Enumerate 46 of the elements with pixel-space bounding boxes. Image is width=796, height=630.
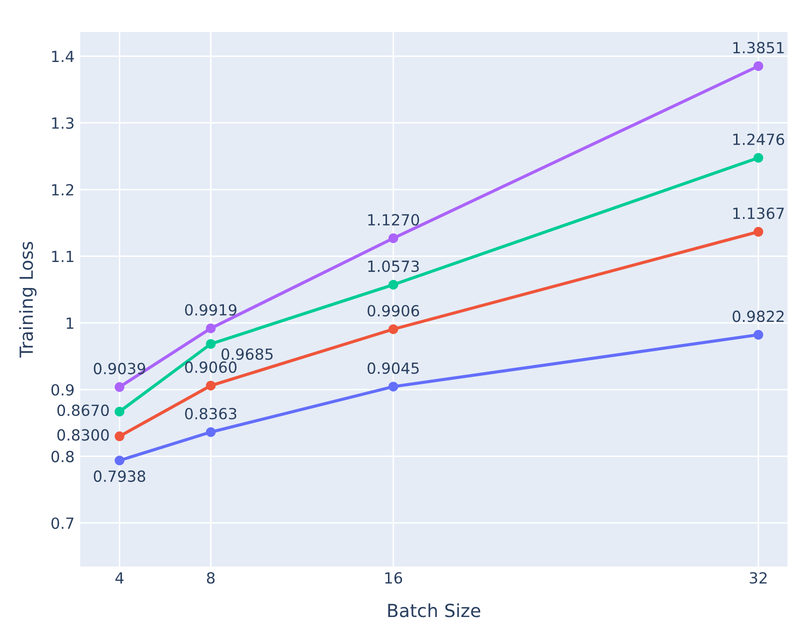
point [388, 280, 398, 290]
data-label: 0.9039 [94, 362, 146, 374]
data-label: 0.8300 [57, 429, 109, 441]
x-tick-label: 4 [115, 572, 124, 584]
point [388, 324, 398, 334]
y-tick-label: 1.3 [52, 117, 74, 129]
data-label: 0.7938 [94, 470, 146, 482]
data-label: 0.8363 [185, 408, 236, 420]
data-label: 0.9906 [368, 304, 420, 317]
y-tick-label: 1.4 [52, 50, 74, 62]
point [388, 382, 398, 392]
point [114, 406, 124, 416]
data-label: 1.1367 [733, 208, 784, 220]
data-label: 0.9060 [185, 361, 237, 373]
data-label: 0.9045 [368, 362, 419, 374]
point [114, 431, 124, 442]
point [114, 382, 124, 392]
point [206, 380, 216, 390]
point [206, 427, 216, 437]
point [388, 233, 398, 244]
point [206, 339, 216, 349]
y-tick-label: 1 [66, 318, 74, 329]
point [754, 152, 764, 163]
point [754, 330, 764, 340]
x-tick-label: 16 [385, 572, 402, 584]
y-tick-label: 0.9 [51, 384, 74, 396]
x-tick-label: 32 [750, 572, 767, 584]
data-label: 1.3851 [733, 42, 784, 54]
y-axis-title: Training Loss [19, 242, 37, 358]
data-label: 1.2476 [733, 134, 784, 146]
data-label: 0.9919 [185, 304, 236, 316]
x-axis-title: Batch Size [388, 603, 480, 618]
y-tick-label: 0.7 [51, 517, 74, 530]
data-label: 0.8670 [57, 404, 109, 416]
data-label: 0.9822 [732, 310, 784, 322]
y-tick-label: 1.2 [52, 184, 74, 196]
point [754, 61, 764, 71]
data-label: 0.9685 [222, 348, 273, 360]
data-label: 1.1270 [368, 214, 420, 226]
data-label: 1.0573 [368, 260, 419, 272]
point [114, 456, 124, 466]
y-tick-label: 1.1 [52, 250, 74, 262]
point [206, 323, 216, 334]
y-tick-label: 0.8 [51, 450, 74, 462]
point [754, 226, 764, 237]
x-tick-label: 8 [206, 572, 215, 584]
